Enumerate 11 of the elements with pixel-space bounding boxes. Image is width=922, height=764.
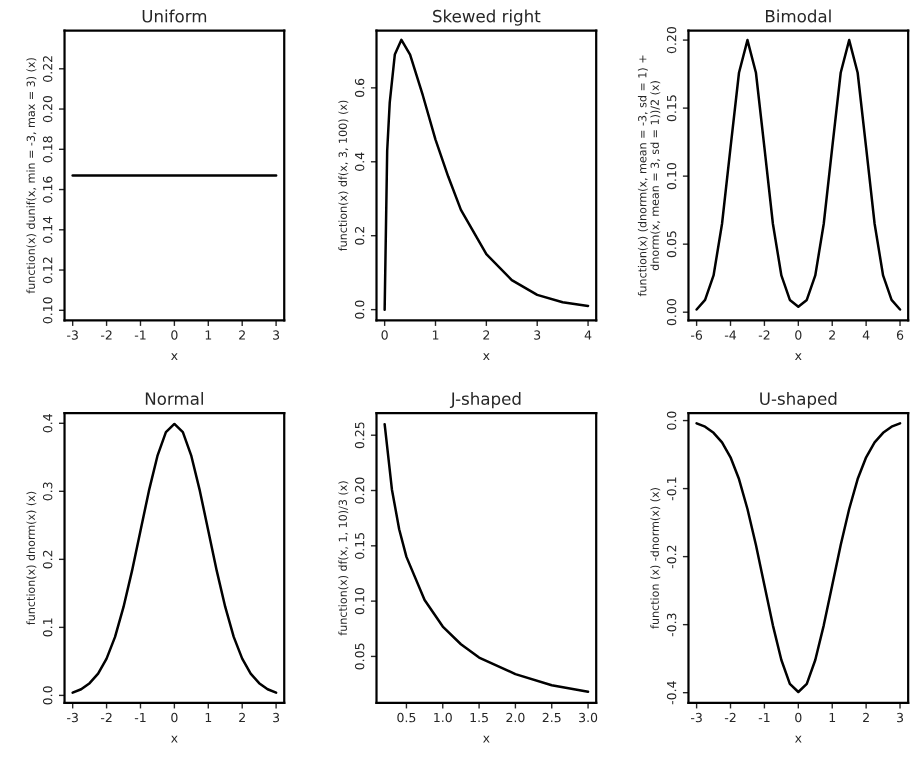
chart-title: J-shaped xyxy=(449,392,521,409)
line-series xyxy=(695,38,902,311)
chart-title: Bimodal xyxy=(766,9,831,23)
chart-title: U-shaped xyxy=(760,392,837,409)
line-series xyxy=(71,422,278,694)
line-series xyxy=(383,38,590,311)
chart-title: Uniform xyxy=(142,9,207,23)
line-series xyxy=(383,422,590,694)
chart-title: Normal xyxy=(145,392,203,405)
line-series xyxy=(695,422,902,694)
chart-title: Skewed right xyxy=(433,9,541,26)
